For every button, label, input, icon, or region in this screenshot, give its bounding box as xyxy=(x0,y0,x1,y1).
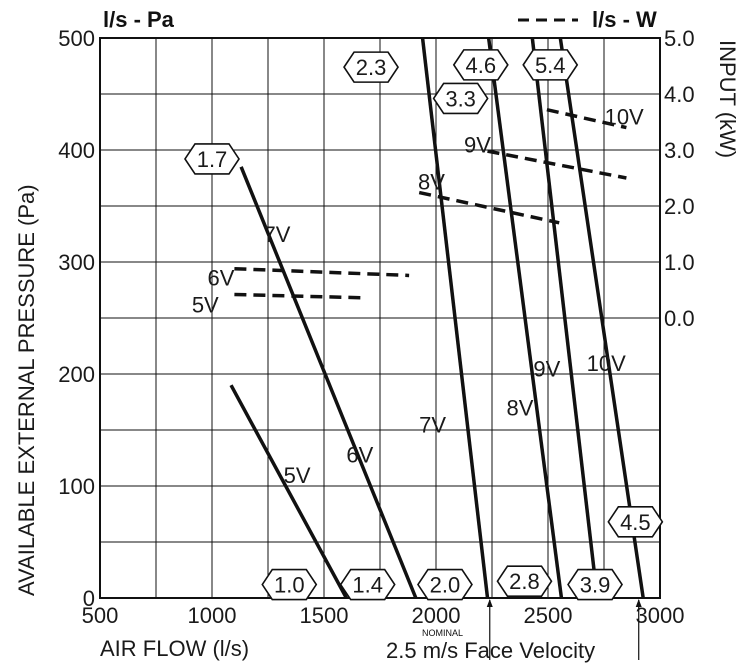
y-left-tick-label: 200 xyxy=(58,362,95,387)
face-velocity-arrowhead xyxy=(635,599,642,607)
power-label-9v: 9V xyxy=(464,132,491,157)
x-axis-title: AIR FLOW (l/s) xyxy=(100,636,249,661)
power-line-8v xyxy=(418,190,560,225)
face-velocity-arrowhead xyxy=(486,599,493,607)
velocity-marker-label: 3.9 xyxy=(580,573,611,598)
pressure-label-6v: 6V xyxy=(346,443,373,468)
pressure-line-8v xyxy=(486,37,564,599)
velocity-marker xyxy=(432,82,489,115)
ticks-layer: 500 1000 1500 2000 2500 3000 0 100 200 300 400 500 5… xyxy=(58,26,694,628)
pressure-line-10v xyxy=(558,37,645,599)
y-right-tick-label: 3.0 xyxy=(664,138,695,163)
pressure-line-5v xyxy=(229,384,348,599)
velocity-marker xyxy=(522,49,579,81)
y-axis-right-title: INPUT (kW) xyxy=(715,40,740,158)
velocity-marker-label: 2.8 xyxy=(509,569,540,594)
y-right-tick-label: 1.0 xyxy=(664,250,695,275)
velocity-marker-label: 1.7 xyxy=(197,147,228,172)
velocity-marker xyxy=(339,568,396,601)
velocity-marker-label: 2.0 xyxy=(430,573,461,598)
power-line-10v xyxy=(546,107,627,130)
y-left-tick-label: 500 xyxy=(58,26,95,51)
power-label-10v: 10V xyxy=(605,104,644,129)
legend-solid-label: l/s - Pa xyxy=(103,7,175,32)
face-velocity-nominal: NOMINAL xyxy=(422,628,463,638)
y-left-tick-label: 400 xyxy=(58,138,95,163)
velocity-marker xyxy=(343,51,400,83)
velocity-marker xyxy=(567,568,624,601)
velocity-marker-label: 4.6 xyxy=(466,53,497,78)
pressure-label-5v: 5V xyxy=(284,463,311,488)
x-tick-label: 500 xyxy=(82,603,119,628)
y-axis-left-title: AVAILABLE EXTERNAL PRESSURE (Pa) xyxy=(14,184,39,596)
pressure-label-9v: 9V xyxy=(533,356,560,381)
y-right-tick-label: 5.0 xyxy=(664,26,695,51)
series-layer xyxy=(229,37,645,599)
power-line-6v xyxy=(234,266,410,278)
x-tick-label: 1000 xyxy=(188,603,237,628)
velocity-marker xyxy=(496,565,553,598)
power-line-5v xyxy=(234,292,365,300)
x-tick-label: 2000 xyxy=(412,603,461,628)
x-tick-label: 2500 xyxy=(524,603,573,628)
velocity-marker xyxy=(184,143,240,175)
velocity-marker-label: 3.3 xyxy=(445,86,476,111)
x-tick-label: 3000 xyxy=(636,603,685,628)
power-label-8v: 8V xyxy=(418,169,445,194)
velocity-marker xyxy=(261,568,318,601)
power-label-6v: 6V xyxy=(207,266,234,291)
velocity-marker-label: 5.4 xyxy=(535,53,566,78)
pressure-label-7v-alt: 7V xyxy=(263,222,290,247)
x-tick-label: 1500 xyxy=(300,603,349,628)
face-velocity-label: 2.5 m/s Face Velocity xyxy=(386,638,595,663)
power-label-5v: 5V xyxy=(192,293,219,318)
pressure-line-9v xyxy=(530,37,600,599)
pressure-label-8v: 8V xyxy=(507,396,534,421)
velocity-marker xyxy=(452,49,509,81)
y-right-tick-label: 2.0 xyxy=(664,194,695,219)
velocity-marker xyxy=(607,506,664,538)
pressure-label-10v: 10V xyxy=(587,351,626,376)
velocity-marker-label: 1.4 xyxy=(352,573,383,598)
y-left-tick-label: 100 xyxy=(58,474,95,499)
velocity-marker-label: 4.5 xyxy=(620,510,651,535)
pressure-line-7v xyxy=(420,37,490,599)
legend-dashed-label: l/s - W xyxy=(592,7,657,32)
y-left-tick-label: 300 xyxy=(58,250,95,275)
power-line-9v xyxy=(487,149,627,180)
velocity-marker-label: 1.0 xyxy=(274,573,305,598)
face-velocity-markers xyxy=(486,599,642,660)
y-right-tick-label: 4.0 xyxy=(664,82,695,107)
y-right-tick-label: 0.0 xyxy=(664,306,695,331)
pressure-line-6v xyxy=(239,166,418,599)
pressure-label-7v: 7V xyxy=(419,412,446,437)
velocity-marker-label: 2.3 xyxy=(356,55,387,80)
y-left-tick-label: 0 xyxy=(83,586,95,611)
velocity-marker xyxy=(416,568,473,601)
